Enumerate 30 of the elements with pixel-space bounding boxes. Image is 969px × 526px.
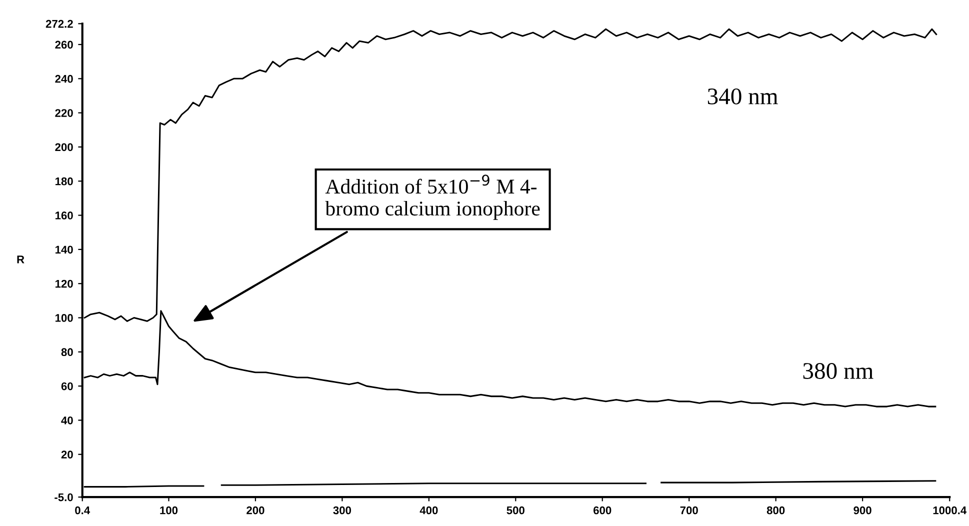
- y-tick-label: -5.0: [54, 493, 73, 502]
- y-tick-label: 60: [61, 382, 73, 390]
- series-label: 380 nm: [803, 363, 874, 379]
- y-tick-label: 20: [61, 450, 73, 459]
- y-tick-label: 80: [61, 348, 73, 356]
- y-tick-label: 120: [56, 280, 73, 288]
- y-tick-label: 200: [55, 143, 73, 152]
- x-tick-label: 100: [160, 506, 178, 514]
- x-tick-label: 300: [333, 506, 352, 514]
- y-tick-label: 140: [56, 246, 73, 254]
- text: 340 nm: [708, 88, 778, 104]
- y-tick-label: 180: [56, 177, 73, 186]
- x-tick-label: 1000.4: [933, 506, 967, 514]
- y-tick-label: 160: [56, 212, 73, 220]
- x-tick-label: 800: [766, 506, 785, 514]
- y-axis-title: R: [17, 256, 24, 264]
- x-tick-label: 600: [594, 506, 612, 514]
- x-tick-label: 200: [246, 506, 264, 514]
- x-tick-label: 0.4: [75, 506, 90, 514]
- y-tick-label: 260: [55, 40, 73, 49]
- x-tick-label: 700: [680, 506, 698, 514]
- y-tick-label: 272.2: [46, 20, 73, 28]
- y-tick-label: 100: [56, 314, 73, 322]
- x-tick-label: 500: [506, 506, 524, 514]
- x-tick-label: 900: [854, 506, 872, 514]
- y-tick-label: 220: [55, 109, 73, 117]
- x-tick-label: 400: [420, 506, 438, 514]
- y-tick-label: 40: [61, 416, 73, 424]
- y-tick-label: 240: [55, 74, 73, 83]
- annotation: Addition of 5x10$^{−9}$ M 4- bromo calcium ionophore: [325, 174, 540, 220]
